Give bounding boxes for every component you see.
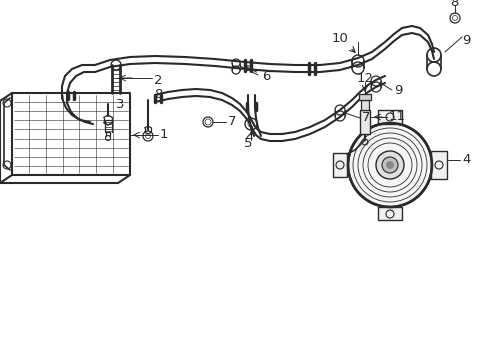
Text: 9: 9 — [461, 33, 469, 46]
Bar — [358, 94, 370, 100]
Bar — [430, 151, 446, 179]
Text: 6: 6 — [244, 66, 270, 84]
Text: 1: 1 — [160, 129, 168, 141]
Text: 12: 12 — [356, 72, 373, 91]
Bar — [332, 153, 346, 177]
Text: 9: 9 — [393, 84, 402, 96]
Text: 8: 8 — [449, 0, 457, 9]
Text: 5: 5 — [243, 132, 252, 150]
Text: 4: 4 — [461, 153, 469, 166]
Bar — [359, 110, 369, 134]
Circle shape — [347, 123, 431, 207]
Bar — [377, 110, 401, 124]
Bar — [377, 207, 401, 220]
Text: 3: 3 — [116, 98, 124, 111]
Text: 7: 7 — [361, 112, 370, 125]
Text: 8: 8 — [154, 87, 162, 100]
Circle shape — [385, 161, 393, 169]
Bar — [360, 100, 368, 110]
Circle shape — [381, 157, 397, 173]
Text: 10: 10 — [331, 31, 354, 52]
Text: 2: 2 — [154, 75, 162, 87]
Text: 11: 11 — [388, 111, 405, 123]
Text: 7: 7 — [227, 116, 236, 129]
Circle shape — [375, 151, 403, 179]
